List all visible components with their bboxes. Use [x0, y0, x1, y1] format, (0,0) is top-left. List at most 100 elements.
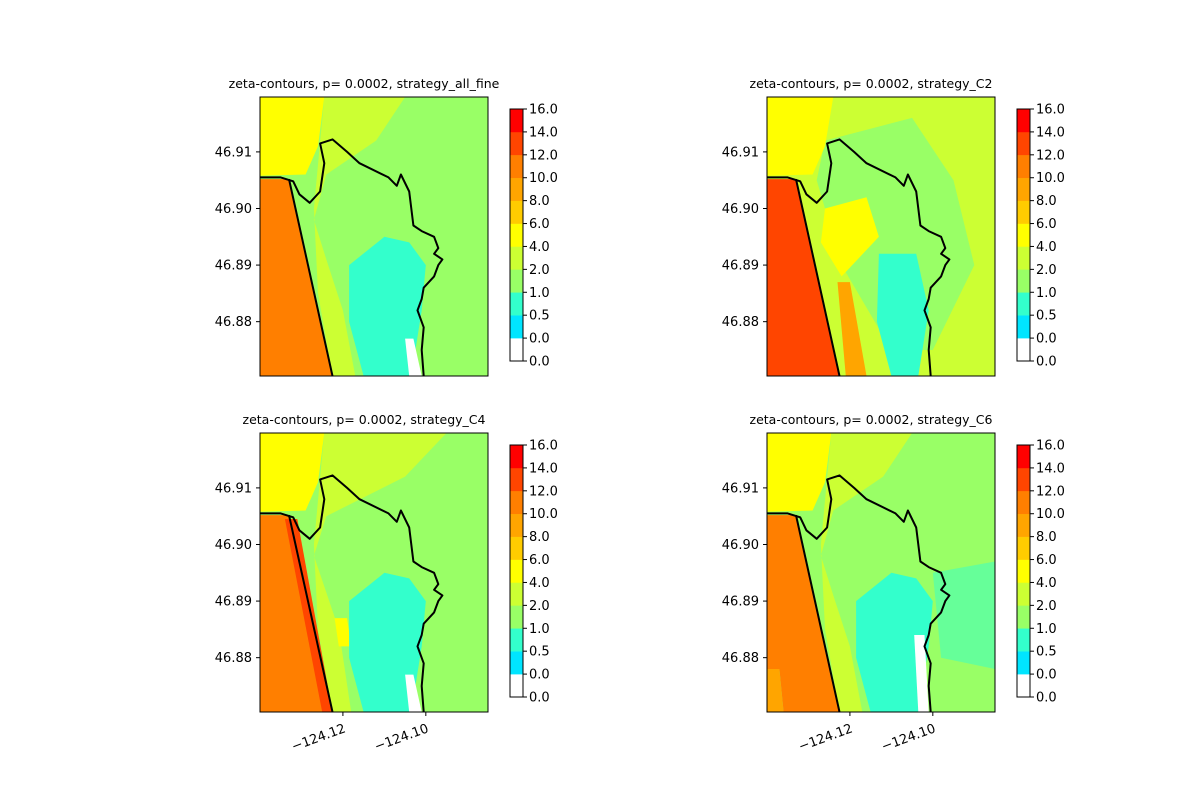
contour-region-3: [767, 97, 834, 176]
colorbar-segment: [1017, 315, 1030, 339]
colorbar-segment: [510, 200, 523, 224]
contour-region-6: [284, 519, 333, 712]
contour-region-4: [820, 197, 879, 277]
contour-region-3: [820, 433, 913, 712]
colorbar-frame: [509, 108, 524, 362]
colorbar-tick-label: 0.5: [529, 309, 550, 324]
colorbar-segment: [510, 315, 523, 339]
colorbar-tick-label: 12.0: [529, 148, 558, 163]
colorbar-segment: [510, 154, 523, 179]
colorbar-tick-label: 10.0: [1036, 507, 1065, 522]
colorbar-segment: [1017, 269, 1030, 293]
contour-region-2: [313, 433, 447, 712]
colorbar-tick-label: 0.0: [529, 668, 550, 683]
ytick-label: 46.88: [215, 315, 252, 330]
colorbar-tick-label: 10.0: [1036, 171, 1065, 186]
colorbar-tick-label: 12.0: [1036, 484, 1065, 499]
colorbar-tick-label: 1.0: [529, 286, 550, 301]
colorbar-tick-label: 0.5: [1036, 645, 1057, 660]
colorbar-segment: [510, 292, 523, 316]
contour-region-4: [260, 179, 333, 376]
colorbar-tick-label: 12.0: [529, 484, 558, 499]
colorbar-tick-label: 12.0: [1036, 148, 1065, 163]
colorbar-tick-label: 10.0: [529, 171, 558, 186]
colorbar-segment: [510, 246, 523, 270]
contour-region-2: [313, 97, 406, 376]
colorbar: 0.0 0.0 0.5 1.0 2.0 4.0 6.0 8.0 10.0 12.0 14.0 16.0: [1016, 439, 1065, 706]
panel-1: zeta-contours, p= 0.0002, strategy_all_f…: [215, 76, 558, 377]
colorbar-segment: [1017, 559, 1030, 583]
ytick-label: 46.90: [722, 202, 759, 217]
colorbar-segment: [1017, 467, 1030, 492]
colorbar-segment: [1017, 536, 1030, 560]
panel-title: zeta-contours, p= 0.0002, strategy_all_f…: [229, 76, 500, 91]
shoreline: [288, 178, 334, 376]
contour-field: [260, 97, 488, 376]
colorbar-frame: [1016, 444, 1031, 698]
colorbar-tick-label: 14.0: [529, 461, 558, 476]
colorbar-segment: [1017, 582, 1030, 606]
colorbar-tick-label: 2.0: [1036, 599, 1057, 614]
contour-region-6: [405, 338, 422, 376]
colorbar-segment: [1017, 200, 1030, 224]
coastline: [767, 138, 951, 376]
ytick-label: 46.91: [215, 481, 252, 496]
ytick-label: 46.89: [722, 259, 759, 274]
colorbar-tick-label: 2.0: [529, 599, 550, 614]
ytick-label: 46.91: [215, 145, 252, 160]
panel-3: zeta-contours, p= 0.0002, strategy_C4 46.…: [215, 412, 558, 755]
colorbar-segment: [510, 177, 523, 201]
colorbar-tick-label: 1.0: [529, 622, 550, 637]
colorbar-segment: [510, 513, 523, 537]
colorbar-tick-label: 8.0: [529, 194, 550, 209]
ytick-label: 46.90: [215, 538, 252, 553]
colorbar-tick-label: 8.0: [529, 530, 550, 545]
contour-region-5: [837, 282, 867, 376]
colorbar-segment: [1017, 154, 1030, 179]
colorbar-tick-label: 16.0: [1036, 103, 1065, 118]
panel-title: zeta-contours, p= 0.0002, strategy_C2: [750, 76, 993, 91]
ytick-label: 46.90: [215, 202, 252, 217]
colorbar-tick-label: 10.0: [529, 507, 558, 522]
contour-region-4: [334, 618, 352, 647]
coastline: [260, 474, 444, 712]
colorbar-segment: [510, 338, 523, 362]
colorbar-segment: [1017, 246, 1030, 270]
contour-region-2: [932, 561, 995, 669]
colorbar-segment: [1017, 109, 1030, 133]
ytick-label: 46.88: [215, 651, 252, 666]
colorbar-tick-label: 0.5: [529, 645, 550, 660]
colorbar-segment: [510, 674, 523, 698]
colorbar-segment: [1017, 445, 1030, 469]
contour-field: [767, 433, 995, 712]
colorbar-tick-label: 6.0: [1036, 217, 1057, 232]
colorbar-segment: [510, 223, 523, 247]
colorbar-tick-label: 0.0: [1036, 332, 1057, 347]
colorbar-segment: [510, 651, 523, 675]
colorbar-segment: [1017, 223, 1030, 247]
colorbar-tick-label: 2.0: [1036, 263, 1057, 278]
colorbar-segment: [1017, 131, 1030, 156]
colorbar: 0.0 0.0 0.5 1.0 2.0 4.0 6.0 8.0 10.0 12.0 14.0 16.0: [509, 439, 558, 706]
colorbar-segment: [510, 490, 523, 515]
axes-frame: [766, 96, 996, 377]
colorbar-segment: [510, 131, 523, 156]
contour-region-5: [767, 669, 784, 712]
colorbar-tick-label: 1.0: [1036, 286, 1057, 301]
colorbar-tick-label: 0.0: [529, 355, 550, 370]
colorbar-frame: [1016, 108, 1031, 362]
ytick-label: 46.89: [215, 595, 252, 610]
colorbar-tick-label: 0.0: [529, 332, 550, 347]
colorbar-segment: [510, 605, 523, 629]
ytick-label: 46.90: [722, 538, 759, 553]
colorbar-segment: [510, 559, 523, 583]
axes-frame: [766, 432, 996, 713]
colorbar-segment: [510, 445, 523, 469]
colorbar-segment: [1017, 292, 1030, 316]
ytick-label: 46.89: [215, 259, 252, 274]
colorbar-segment: [1017, 605, 1030, 629]
colorbar-segment: [510, 536, 523, 560]
contour-region-3: [260, 433, 325, 512]
contour-field: [767, 97, 995, 376]
